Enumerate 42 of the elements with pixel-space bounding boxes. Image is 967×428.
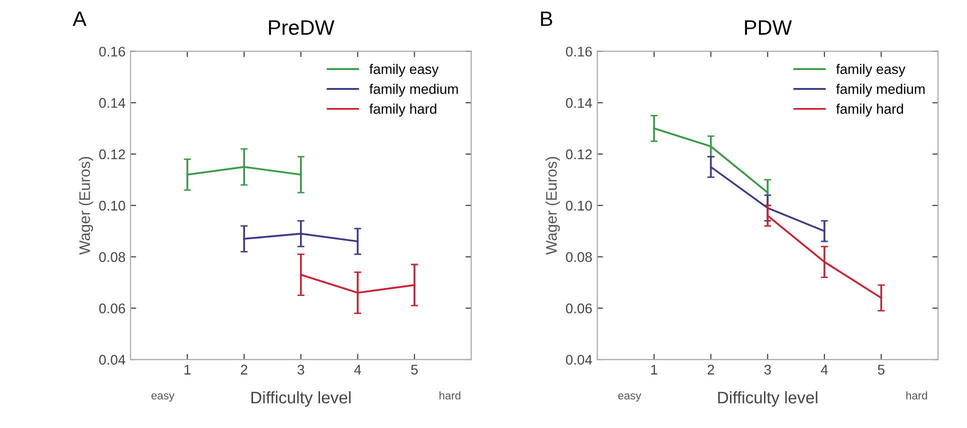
x-tick-label: 1 <box>184 364 191 374</box>
y-tick-label: 0.16 <box>99 46 126 57</box>
x-axis-title: Difficulty level <box>251 391 351 407</box>
legend-label: family easy <box>369 64 439 77</box>
y-tick-label: 0.10 <box>99 200 126 211</box>
text: A <box>72 12 86 26</box>
y-tick-label: 0.14 <box>99 98 126 108</box>
y-tick-label: 0.12 <box>566 149 592 160</box>
text: easy <box>151 393 174 402</box>
y-tick-label: 0.16 <box>566 46 592 57</box>
chart-title: PreDW <box>269 20 334 35</box>
chart-title: PDW <box>745 20 792 35</box>
text: hard <box>440 391 460 400</box>
y-tick-label: 0.14 <box>566 98 592 108</box>
x-tick-label: 4 <box>820 364 828 374</box>
y-tick-label: 0.04 <box>99 354 126 365</box>
x-tick-label: 3 <box>298 364 304 375</box>
x-tick-label: 4 <box>354 364 362 374</box>
x-axis-title: Difficulty level <box>718 391 818 407</box>
y-axis-title: Wager (Euros) <box>78 157 94 255</box>
text: hard <box>906 391 928 400</box>
x-tick-label: 2 <box>240 364 248 374</box>
text: B <box>541 12 552 26</box>
text: easy <box>618 393 642 402</box>
y-tick-label: 0.04 <box>566 354 592 365</box>
legend-label: family hard <box>369 104 436 117</box>
x-tick-label: 1 <box>651 364 658 374</box>
legend-label: family easy <box>836 64 906 77</box>
y-tick-label: 0.06 <box>566 303 592 314</box>
legend-label: family medium <box>836 84 925 97</box>
y-tick-label: 0.12 <box>99 149 125 160</box>
y-axis-title: Wager (Euros) <box>546 157 560 255</box>
x-tick-label: 3 <box>764 364 771 375</box>
x-tick-label: 5 <box>878 364 884 375</box>
y-tick-label: 0.06 <box>99 303 126 314</box>
y-tick-label: 0.08 <box>566 252 592 262</box>
legend-label: family hard <box>836 104 903 117</box>
legend-label: family medium <box>369 84 458 97</box>
y-tick-label: 0.08 <box>99 252 126 262</box>
x-tick-label: 2 <box>708 364 714 374</box>
x-tick-label: 5 <box>411 364 418 375</box>
y-tick-label: 0.10 <box>566 200 592 211</box>
